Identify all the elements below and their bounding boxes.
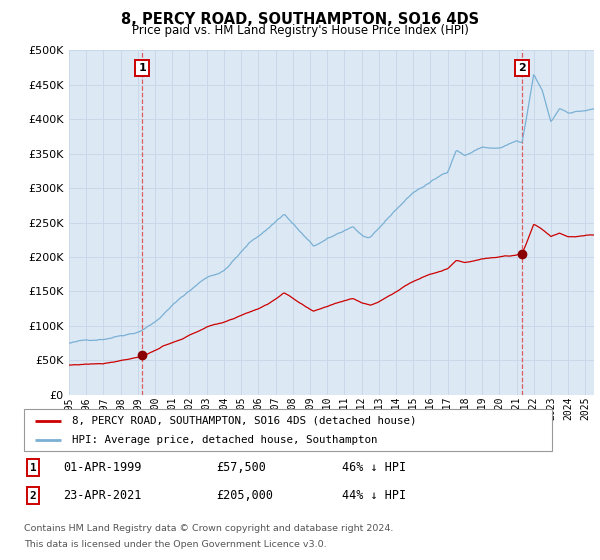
Text: 44% ↓ HPI: 44% ↓ HPI — [342, 489, 406, 502]
Text: HPI: Average price, detached house, Southampton: HPI: Average price, detached house, Sout… — [71, 435, 377, 445]
Text: Price paid vs. HM Land Registry's House Price Index (HPI): Price paid vs. HM Land Registry's House … — [131, 24, 469, 37]
Text: 46% ↓ HPI: 46% ↓ HPI — [342, 461, 406, 474]
Text: 23-APR-2021: 23-APR-2021 — [63, 489, 142, 502]
Text: Contains HM Land Registry data © Crown copyright and database right 2024.: Contains HM Land Registry data © Crown c… — [24, 524, 394, 533]
Text: 2: 2 — [518, 63, 526, 73]
Text: 1: 1 — [29, 463, 37, 473]
Text: £205,000: £205,000 — [216, 489, 273, 502]
Text: 1: 1 — [138, 63, 146, 73]
Text: 8, PERCY ROAD, SOUTHAMPTON, SO16 4DS: 8, PERCY ROAD, SOUTHAMPTON, SO16 4DS — [121, 12, 479, 27]
Text: £57,500: £57,500 — [216, 461, 266, 474]
Text: 2: 2 — [29, 491, 37, 501]
Text: 8, PERCY ROAD, SOUTHAMPTON, SO16 4DS (detached house): 8, PERCY ROAD, SOUTHAMPTON, SO16 4DS (de… — [71, 416, 416, 426]
Text: 01-APR-1999: 01-APR-1999 — [63, 461, 142, 474]
Text: This data is licensed under the Open Government Licence v3.0.: This data is licensed under the Open Gov… — [24, 540, 326, 549]
